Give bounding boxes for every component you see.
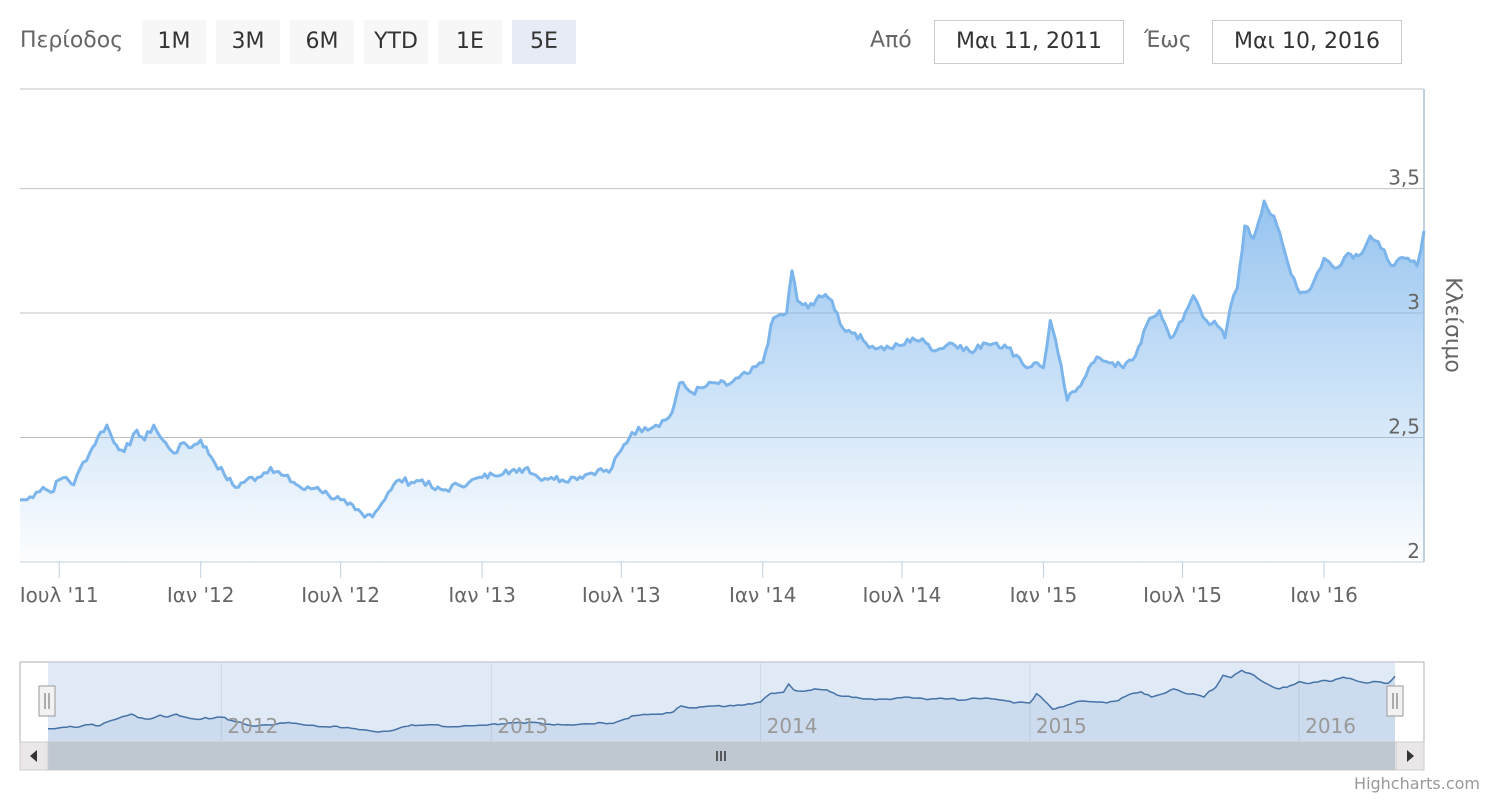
range-button-3m[interactable]: 3Μ	[216, 20, 280, 64]
credits-link[interactable]: Highcharts.com	[1354, 774, 1480, 793]
y-tick-label: 3,5	[1388, 166, 1420, 190]
navigator-tick-label: 2015	[1036, 714, 1087, 738]
x-tick-label: Ιαν '13	[448, 583, 516, 607]
series-line	[20, 199, 1426, 519]
range-button-5y[interactable]: 5Ε	[512, 20, 576, 64]
navigator-left-handle[interactable]	[38, 685, 56, 717]
navigator-tick-label: 2013	[497, 714, 548, 738]
arrow-left-icon	[30, 750, 37, 762]
navigator-tick-label: 2014	[767, 714, 818, 738]
navigator-right-handle[interactable]	[1386, 685, 1404, 717]
navigator-tick-label: 2016	[1305, 714, 1356, 738]
to-label: Έως	[1144, 28, 1192, 53]
to-date-input[interactable]: Μαι 10, 2016	[1212, 20, 1402, 64]
range-button-1m[interactable]: 1Μ	[142, 20, 206, 64]
x-tick-label: Ιουλ '14	[862, 583, 941, 607]
x-tick-label: Ιουλ '15	[1143, 583, 1222, 607]
arrow-right-icon	[1407, 750, 1414, 762]
range-button-ytd[interactable]: YTD	[364, 20, 428, 64]
y-tick-label: 3	[1407, 290, 1420, 314]
x-tick-label: Ιαν '15	[1010, 583, 1078, 607]
navigator[interactable]: 2012 2013 2014 2015 2016	[19, 661, 1425, 743]
x-tick-label: Ιουλ '12	[301, 583, 380, 607]
scrollbar-left-button[interactable]	[19, 741, 49, 771]
x-tick-label: Ιαν '14	[729, 583, 797, 607]
range-button-6m[interactable]: 6Μ	[290, 20, 354, 64]
x-tick-label: Ιαν '16	[1290, 583, 1358, 607]
y-tick-label: 2	[1407, 539, 1420, 563]
x-tick-label: Ιουλ '13	[582, 583, 661, 607]
scrollbar[interactable]	[19, 741, 1425, 771]
from-date-input[interactable]: Μαι 11, 2011	[934, 20, 1124, 64]
x-tick-label: Ιαν '12	[167, 583, 235, 607]
navigator-series-line	[48, 669, 1396, 733]
range-button-1y[interactable]: 1Ε	[438, 20, 502, 64]
scrollbar-right-button[interactable]	[1395, 741, 1425, 771]
range-selector-label: Περίοδος	[20, 28, 124, 53]
x-tick-label: Ιουλ '11	[20, 583, 99, 607]
from-label: Από	[870, 28, 912, 53]
navigator-tick-label: 2012	[227, 714, 278, 738]
navigator-area-fill	[48, 670, 1395, 742]
y-axis-title: Κλείσιμο	[1440, 277, 1465, 373]
y-tick-label: 2,5	[1388, 415, 1420, 439]
navigator-mask	[48, 662, 1395, 742]
